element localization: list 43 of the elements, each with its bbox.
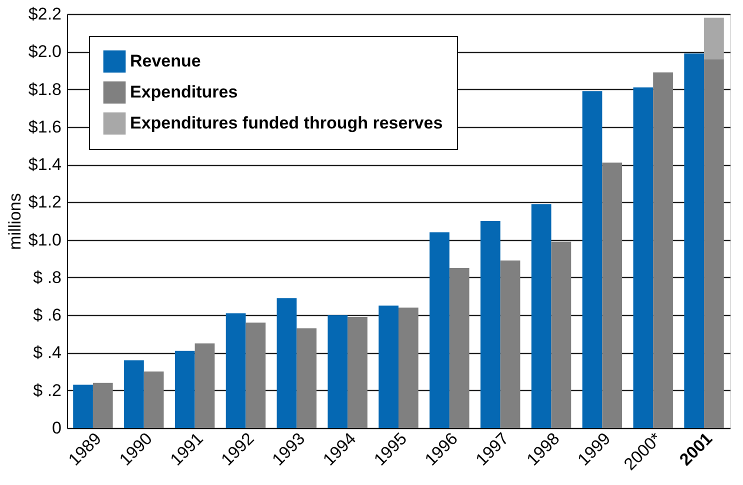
y-tick-label: $ .6 xyxy=(33,306,62,325)
bar xyxy=(531,204,552,428)
bar xyxy=(276,298,297,428)
bar xyxy=(684,54,704,428)
bar xyxy=(430,232,450,428)
bar xyxy=(296,328,317,428)
legend-label: Revenue xyxy=(130,52,201,70)
bar xyxy=(348,316,368,428)
legend-label: Expenditures funded through reserves xyxy=(130,114,443,132)
y-tick-label: $1.0 xyxy=(28,230,62,250)
bar xyxy=(602,162,622,428)
y-tick-label: $1.4 xyxy=(28,155,62,174)
y-tick-label: $1.8 xyxy=(28,80,62,99)
bar xyxy=(226,313,246,428)
bar xyxy=(480,221,500,428)
y-tick-label: $ .2 xyxy=(33,380,62,400)
bar xyxy=(124,360,144,428)
bar xyxy=(633,87,654,428)
y-tick-label: $2.2 xyxy=(28,4,62,24)
bar xyxy=(500,260,520,428)
bar xyxy=(449,268,470,428)
legend-label: Expenditures xyxy=(130,82,238,102)
bar xyxy=(92,382,113,428)
y-tick-label: $ .4 xyxy=(33,343,62,362)
bar xyxy=(144,372,164,428)
y-axis-title: millions xyxy=(5,193,24,250)
bar xyxy=(378,306,398,428)
bar xyxy=(704,18,724,60)
y-tick-label: $2.0 xyxy=(28,42,62,62)
bar xyxy=(328,315,348,428)
bar xyxy=(398,308,418,428)
bar xyxy=(194,343,215,428)
bar xyxy=(582,91,602,428)
bar xyxy=(704,59,724,428)
y-tick-label: 0 xyxy=(52,418,62,438)
y-tick-label: $1.6 xyxy=(28,117,62,136)
bar xyxy=(174,350,195,428)
bar xyxy=(551,242,572,428)
bar xyxy=(653,72,673,428)
bar xyxy=(246,322,266,428)
y-tick-label: $1.2 xyxy=(28,192,62,212)
bar xyxy=(73,384,93,428)
y-tick-label: $ .8 xyxy=(33,268,62,287)
